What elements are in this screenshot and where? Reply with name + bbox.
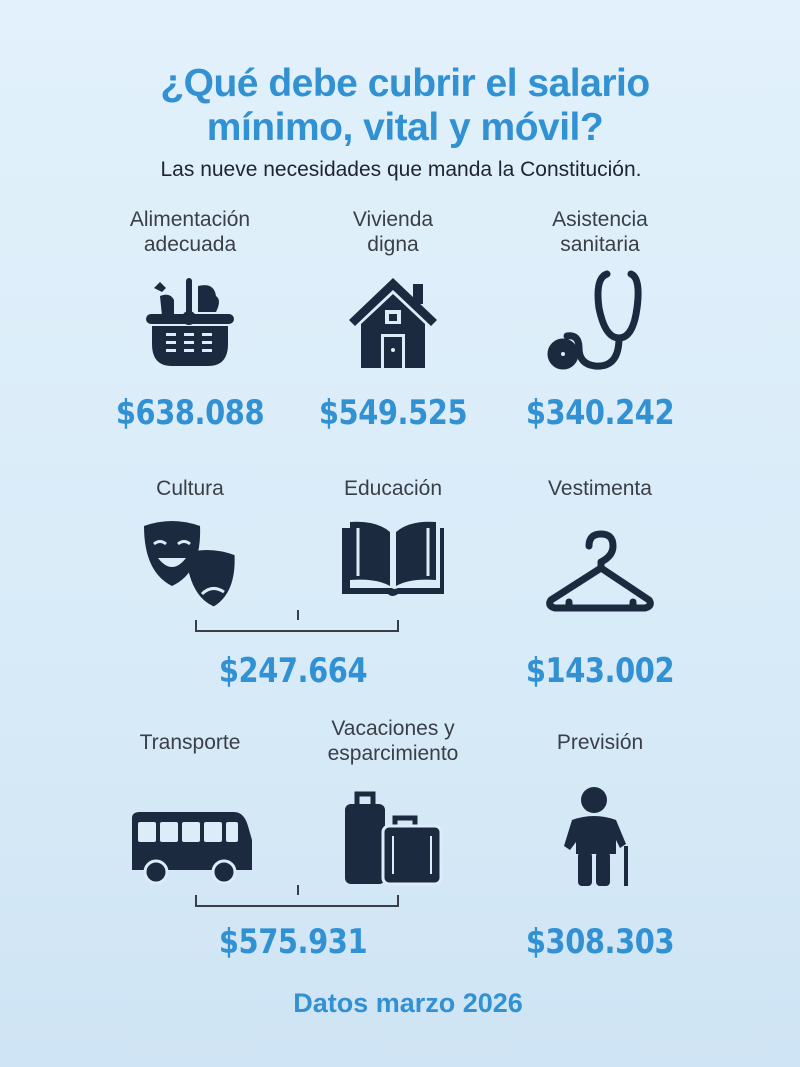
footer-date: Datos marzo 2026 bbox=[293, 988, 523, 1018]
title: ¿Qué debe cubrir el salario mínimo, vita… bbox=[160, 62, 650, 150]
value-prevision: $308.303 bbox=[525, 922, 675, 962]
label-educacion: Educación bbox=[343, 477, 443, 500]
label-vestimenta: Vestimenta bbox=[548, 477, 652, 500]
label-vivienda: Vivienda digna bbox=[353, 207, 433, 257]
label-line: esparcimiento bbox=[327, 742, 459, 765]
value-transporte-vacaciones: $575.931 bbox=[218, 922, 368, 962]
open-book-icon bbox=[342, 521, 444, 596]
elderly-person-icon bbox=[564, 787, 628, 886]
value-vivienda: $549.525 bbox=[318, 393, 468, 433]
label-prevision: Previsión bbox=[556, 731, 644, 754]
house-icon bbox=[349, 278, 437, 368]
label-asistencia: Asistencia sanitaria bbox=[552, 207, 648, 257]
label-line: digna bbox=[367, 233, 419, 256]
label-alimentacion: Alimentación adecuada bbox=[130, 207, 250, 257]
bracket-transporte-vacaciones bbox=[195, 885, 399, 907]
label-vacaciones: Vacaciones y esparcimiento bbox=[328, 716, 459, 766]
label-line: Vacaciones y bbox=[331, 717, 455, 740]
label-line: sanitaria bbox=[560, 233, 640, 256]
bracket-cultura-educacion bbox=[195, 610, 399, 632]
hanger-icon bbox=[546, 530, 654, 612]
title-line-2: mínimo, vital y móvil? bbox=[206, 106, 604, 149]
label-transporte: Transporte bbox=[139, 731, 241, 754]
label-line: Alimentación bbox=[129, 208, 251, 231]
label-cultura: Cultura bbox=[156, 477, 224, 500]
food-basket-icon bbox=[146, 278, 234, 366]
value-cultura-educacion: $247.664 bbox=[218, 651, 368, 691]
theater-masks-icon bbox=[144, 521, 238, 610]
label-line: Asistencia bbox=[552, 208, 648, 231]
subtitle: Las nueve necesidades que manda la Const… bbox=[160, 158, 642, 181]
value-alimentacion: $638.088 bbox=[115, 393, 265, 433]
value-vestimenta: $143.002 bbox=[525, 651, 675, 691]
stethoscope-icon bbox=[547, 270, 642, 370]
bus-icon bbox=[132, 812, 252, 884]
value-asistencia: $340.242 bbox=[525, 393, 675, 433]
label-line: adecuada bbox=[143, 233, 237, 256]
luggage-icon bbox=[345, 791, 443, 886]
title-line-1: ¿Qué debe cubrir el salario bbox=[160, 62, 650, 105]
label-line: Vivienda bbox=[352, 208, 434, 231]
